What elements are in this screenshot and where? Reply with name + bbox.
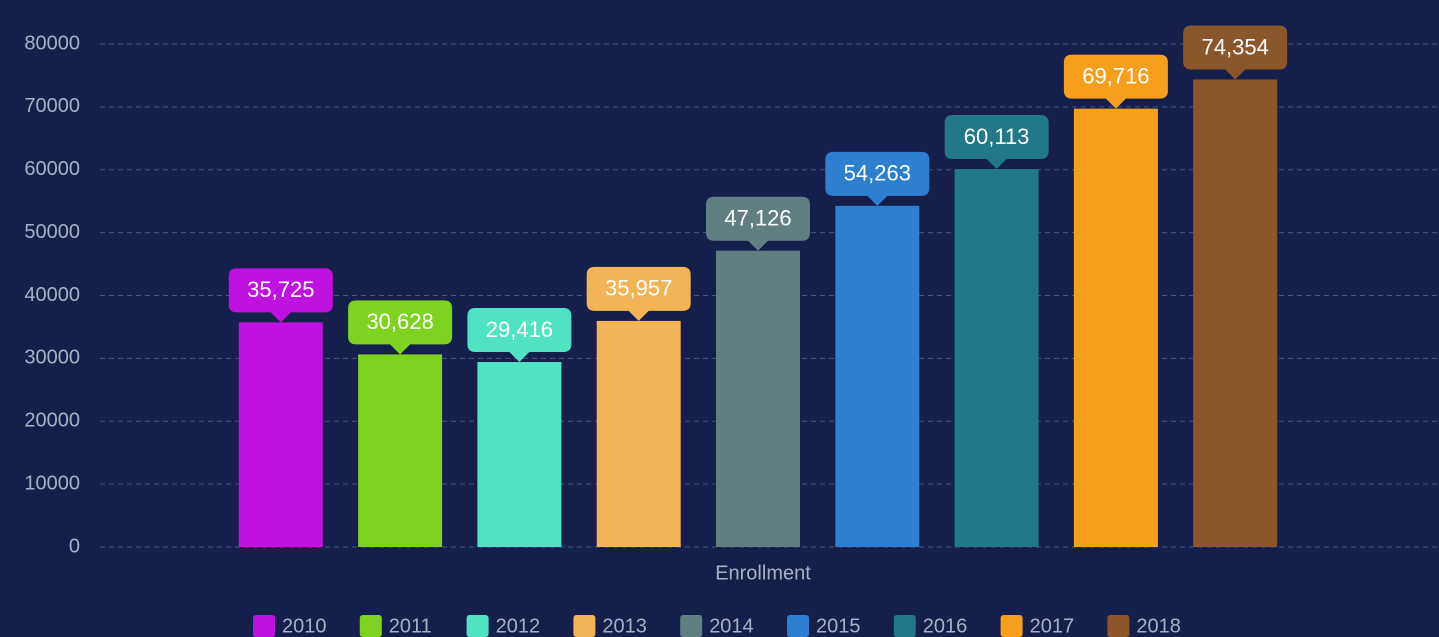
data-label: 69,716	[1082, 63, 1149, 88]
legend-label: 2011	[389, 615, 432, 637]
legend-label: 2015	[816, 615, 861, 637]
data-label-box	[586, 266, 691, 321]
data-label: 35,957	[605, 276, 672, 301]
legend-swatch	[253, 615, 275, 637]
y-tick-label: 20000	[24, 410, 80, 432]
legend-label: 2012	[496, 615, 540, 637]
bar	[1073, 108, 1158, 548]
legend-label: 2018	[1136, 615, 1181, 637]
data-label-box	[825, 151, 930, 206]
data-label: 47,126	[724, 206, 791, 231]
y-tick-label: 60000	[24, 158, 80, 180]
legend-swatch	[1107, 615, 1130, 637]
data-label-box	[228, 268, 333, 323]
bar	[835, 205, 920, 547]
data-label: 74,354	[1202, 34, 1269, 59]
legend-swatch	[359, 615, 382, 637]
bar	[1193, 79, 1278, 548]
bar	[477, 362, 562, 547]
legend-label: 2013	[602, 615, 647, 637]
data-label: 54,263	[844, 161, 911, 186]
legend-label: 2017	[1030, 615, 1075, 637]
legend-label: 2010	[282, 615, 327, 637]
bar	[716, 250, 800, 547]
legend-label: 2016	[923, 615, 968, 637]
data-label: 35,725	[247, 277, 314, 302]
y-tick-label: 80000	[24, 32, 80, 54]
bar	[238, 322, 323, 547]
legend-swatch	[893, 615, 916, 637]
y-tick-label: 50000	[24, 221, 80, 243]
legend-swatch	[1000, 615, 1023, 637]
data-label-box	[1063, 54, 1168, 109]
legend-label: 2014	[709, 615, 754, 637]
legend-swatch	[787, 615, 809, 637]
bar	[358, 354, 443, 547]
y-tick-label: 70000	[24, 95, 80, 117]
data-label: 30,628	[366, 309, 433, 334]
bar	[596, 320, 681, 547]
data-label: 60,113	[964, 124, 1030, 149]
y-tick-label: 40000	[24, 284, 80, 306]
legend-swatch	[680, 615, 703, 637]
data-label-box	[1183, 25, 1288, 80]
x-tick-label: Enrollment	[715, 562, 811, 584]
data-label-box	[706, 196, 810, 251]
bar	[954, 169, 1039, 548]
y-tick-label: 30000	[24, 347, 80, 369]
y-tick-label: 0	[69, 535, 80, 557]
legend-swatch	[573, 615, 596, 637]
data-label: 29,416	[486, 317, 553, 342]
data-label-box	[944, 115, 1049, 170]
data-label-box	[348, 300, 453, 355]
legend-swatch	[466, 615, 489, 637]
data-label-box	[467, 308, 572, 363]
y-tick-label: 10000	[24, 472, 80, 494]
